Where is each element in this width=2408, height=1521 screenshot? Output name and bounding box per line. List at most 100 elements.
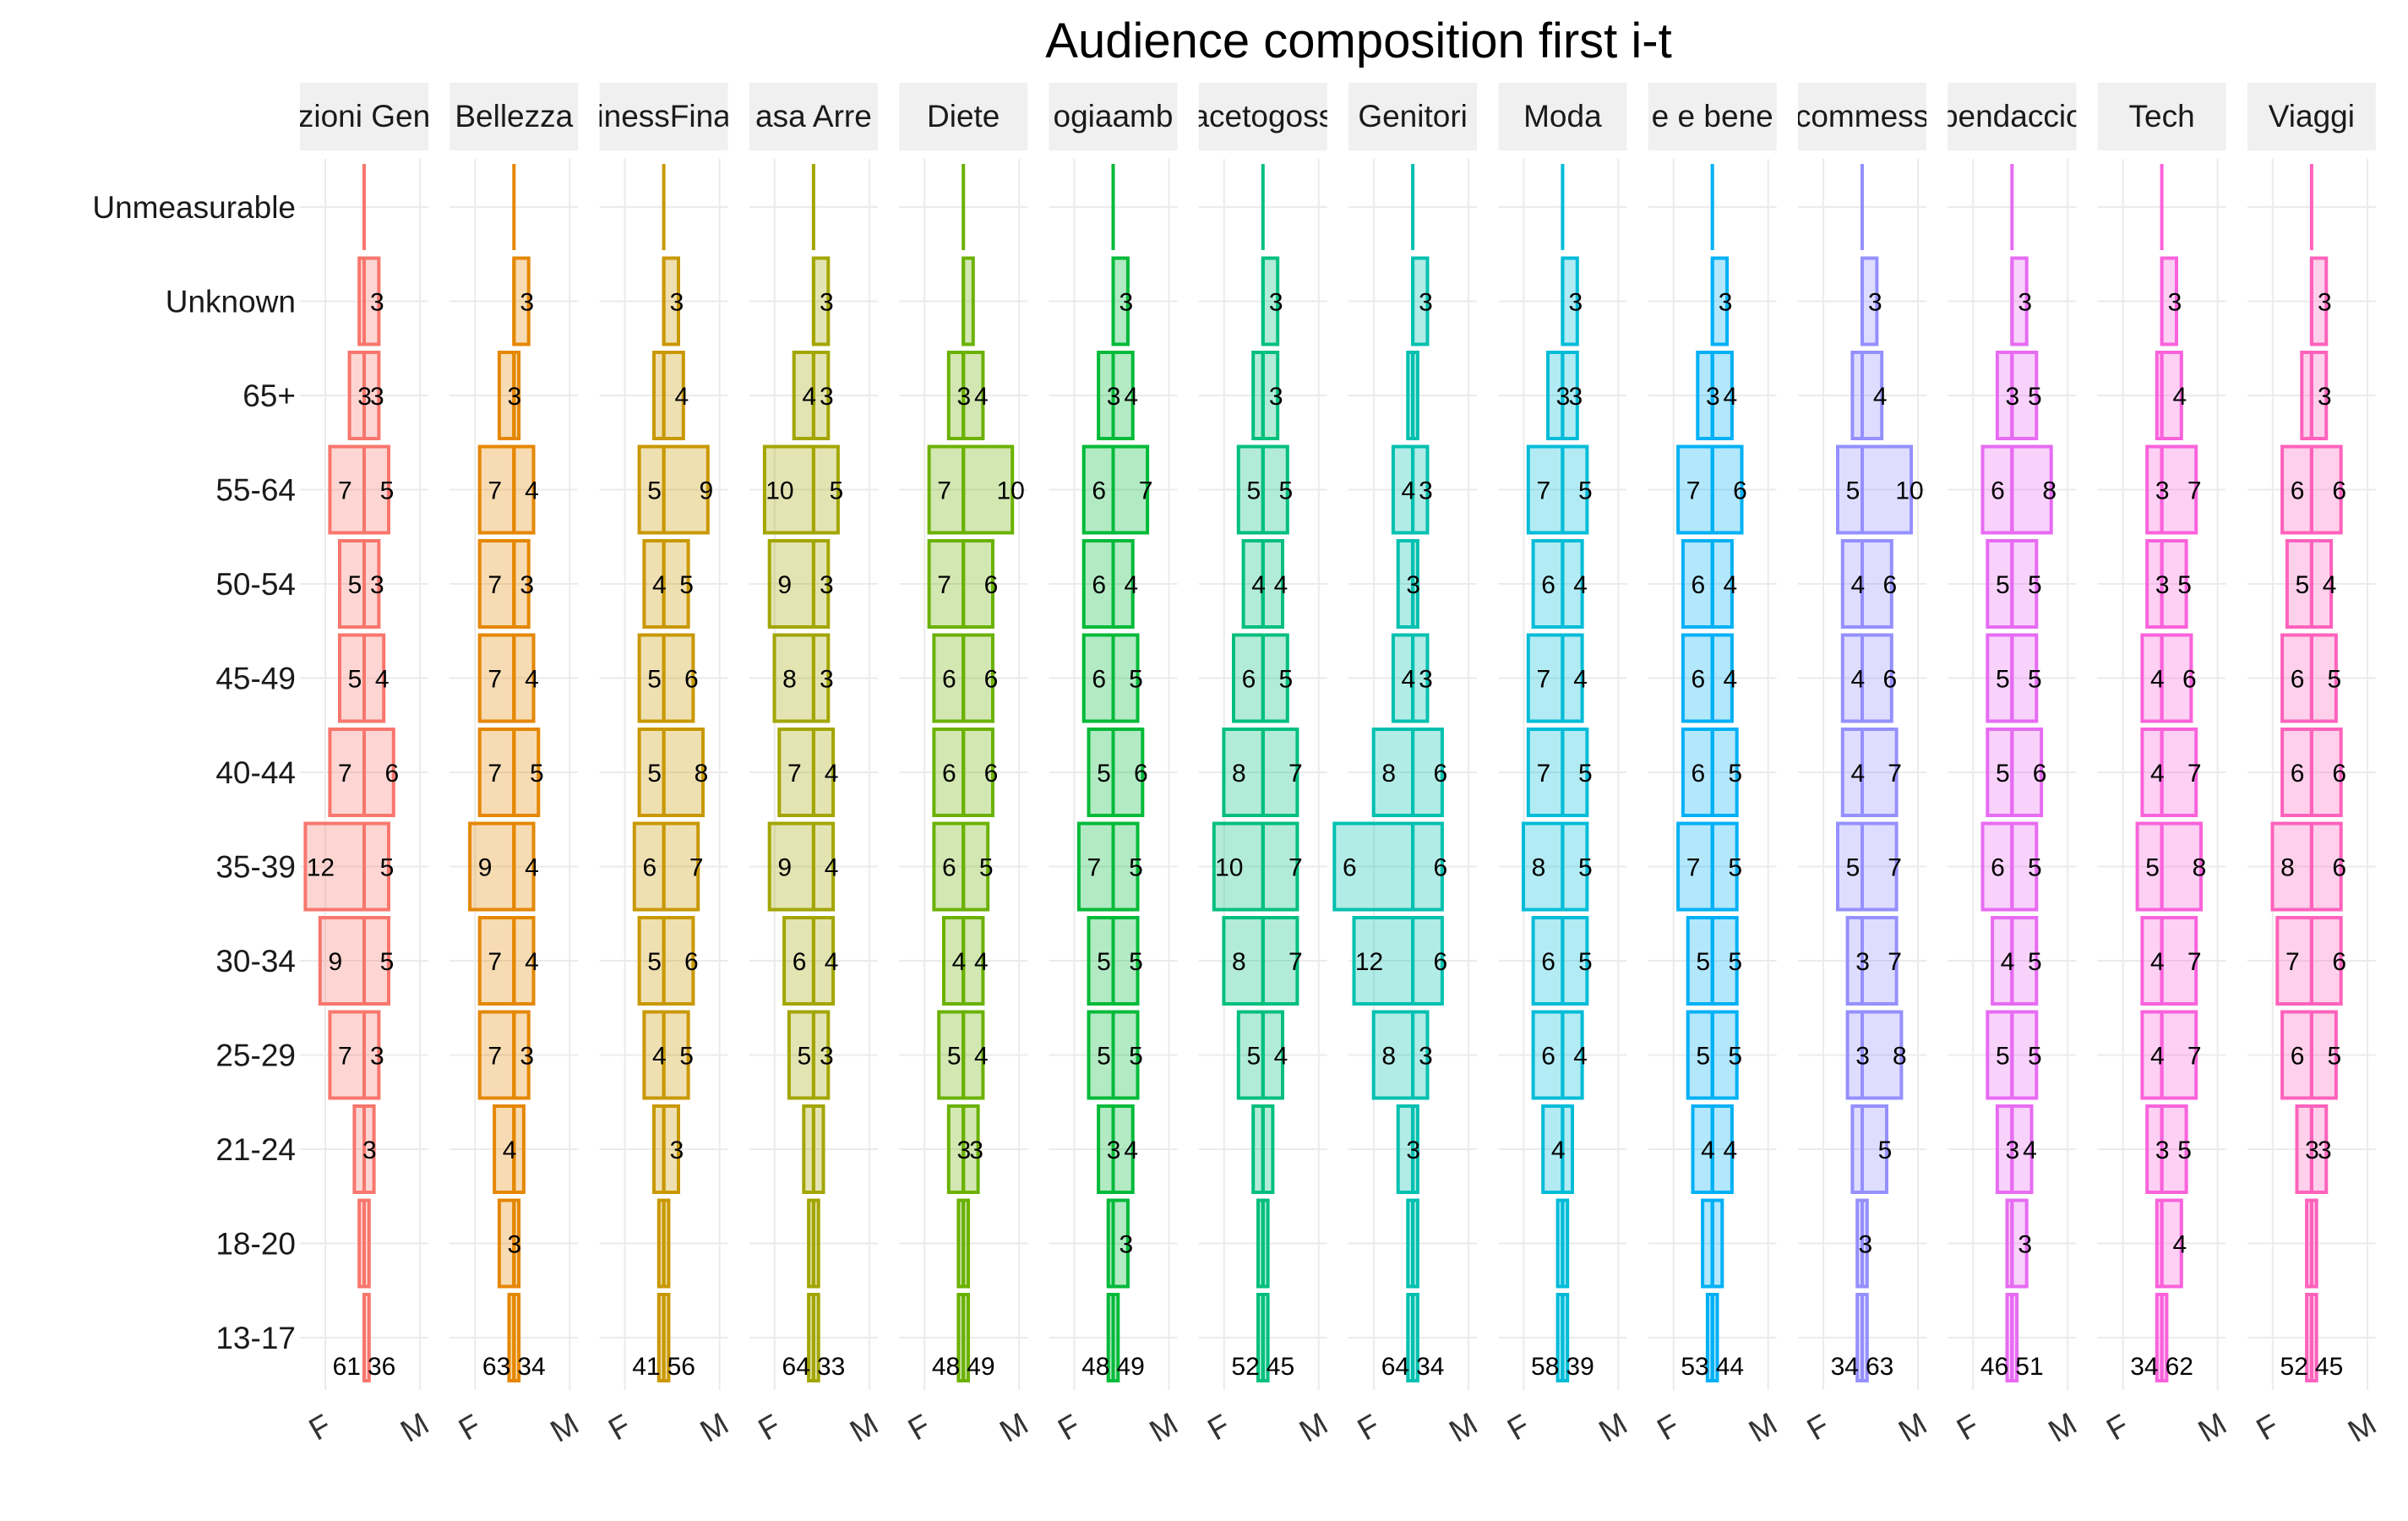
x-tick-label: F <box>453 1408 487 1447</box>
x-tick-label: M <box>2342 1406 2382 1449</box>
value-label-male: 5 <box>2028 854 2042 882</box>
value-label-female: 7 <box>937 477 951 505</box>
value-label-male: 7 <box>1288 948 1303 976</box>
x-tick-label: F <box>1801 1408 1835 1447</box>
value-label-male: 7 <box>2187 477 2202 505</box>
value-label-male: 4 <box>1124 1137 1138 1164</box>
x-tick-label: M <box>994 1406 1033 1449</box>
value-label-male: 9 <box>699 477 713 505</box>
facet-strip <box>1948 83 2077 150</box>
total-male-label: 33 <box>817 1353 845 1381</box>
value-label-male: 3 <box>820 666 834 694</box>
facet-strip-label: Tech <box>2129 99 2195 134</box>
value-label-male: 7 <box>2187 1043 2202 1071</box>
bar-female <box>1676 444 1714 535</box>
bar-female <box>1526 633 1565 723</box>
value-label-female: 8 <box>1381 760 1396 788</box>
bar-female <box>2280 444 2313 535</box>
value-label-female: 8 <box>2280 854 2295 882</box>
total-male-label: 44 <box>1716 1353 1744 1381</box>
bar-female <box>1081 444 1115 535</box>
x-tick-label: M <box>844 1406 884 1449</box>
value-label-male: 3 <box>1120 289 1134 317</box>
total-female-label: 52 <box>1231 1353 1259 1381</box>
facet-strip <box>899 83 1028 150</box>
value-label-female: 5 <box>1996 760 2010 788</box>
bar-female <box>1087 916 1115 1006</box>
bar-female <box>328 444 366 535</box>
value-label-female: 3 <box>956 1137 971 1164</box>
x-tick-label: M <box>1294 1406 1333 1449</box>
value-label-male: 5 <box>2028 571 2042 599</box>
value-label-male: 6 <box>2182 666 2197 694</box>
value-label-male: 3 <box>1868 289 1882 317</box>
value-label-male: 7 <box>2187 948 2202 976</box>
value-label-male: 7 <box>1888 760 1902 788</box>
value-label-female: 4 <box>1850 571 1865 599</box>
facet-strip-label: Bellezza <box>455 99 573 134</box>
total-female-label: 64 <box>1381 1353 1409 1381</box>
value-label-female: 9 <box>777 854 792 882</box>
y-tick-label: 21-24 <box>215 1132 296 1167</box>
value-label-female: 6 <box>1343 854 1357 882</box>
bar-male <box>2309 444 2343 535</box>
value-label-female: 6 <box>1541 1043 1555 1071</box>
value-label-male: 3 <box>1419 289 1433 317</box>
bar-female <box>637 916 666 1006</box>
value-label-female: 7 <box>488 666 502 694</box>
value-label-male: 8 <box>2193 854 2207 882</box>
value-label-male: 8 <box>695 760 709 788</box>
value-label-female: 5 <box>1246 477 1261 505</box>
value-label-female: 6 <box>1092 477 1106 505</box>
value-label-male: 3 <box>520 1043 534 1071</box>
value-label-male: 3 <box>1120 1231 1134 1259</box>
value-label-male: 4 <box>825 948 839 976</box>
bar-female <box>1371 728 1415 817</box>
bar-male <box>1111 821 1140 912</box>
value-label-female: 3 <box>1706 383 1720 411</box>
y-tick-label: 40-44 <box>215 755 296 790</box>
bar-male <box>2010 821 2039 912</box>
y-tick-label: 25-29 <box>215 1039 296 1073</box>
value-label-female: 6 <box>1541 571 1555 599</box>
facet-strip-label: inessFina <box>597 99 731 134</box>
value-label-female: 7 <box>488 477 502 505</box>
facet-strip <box>1498 83 1627 150</box>
value-label-male: 6 <box>1434 948 1448 976</box>
facet-strip <box>599 83 728 150</box>
bar-male <box>1561 821 1589 912</box>
y-tick-label: Unknown <box>166 285 296 319</box>
value-label-female: 5 <box>1097 1043 1111 1071</box>
value-label-male: 5 <box>2177 1137 2192 1164</box>
x-tick-label: M <box>544 1406 584 1449</box>
value-label-male: 3 <box>2318 1137 2332 1164</box>
bar-male <box>662 633 695 723</box>
bar-female <box>637 444 666 535</box>
value-label-male: 5 <box>679 571 694 599</box>
total-female-label: 41 <box>632 1353 660 1381</box>
value-label-female: 6 <box>793 948 807 976</box>
value-label-male: 5 <box>1728 1043 1742 1071</box>
value-label-male: 3 <box>1568 383 1583 411</box>
bar-female <box>2275 916 2313 1006</box>
value-label-male: 5 <box>1578 854 1593 882</box>
value-label-male: 7 <box>2187 760 2202 788</box>
value-label-male: 4 <box>1124 383 1138 411</box>
value-label-female: 5 <box>1996 1043 2010 1071</box>
value-label-male: 5 <box>679 1043 694 1071</box>
value-label-female: 5 <box>1097 760 1111 788</box>
bar-female <box>1081 539 1115 629</box>
value-label-female: 5 <box>348 666 362 694</box>
bar-female <box>632 821 666 912</box>
value-label-female: 6 <box>1541 948 1555 976</box>
value-label-female: 5 <box>647 760 662 788</box>
total-female-label: 53 <box>1681 1353 1708 1381</box>
bar-male <box>1561 728 1589 817</box>
bar-male <box>362 728 395 817</box>
value-label-male: 3 <box>2018 289 2032 317</box>
x-tick-label: M <box>2042 1406 2082 1449</box>
